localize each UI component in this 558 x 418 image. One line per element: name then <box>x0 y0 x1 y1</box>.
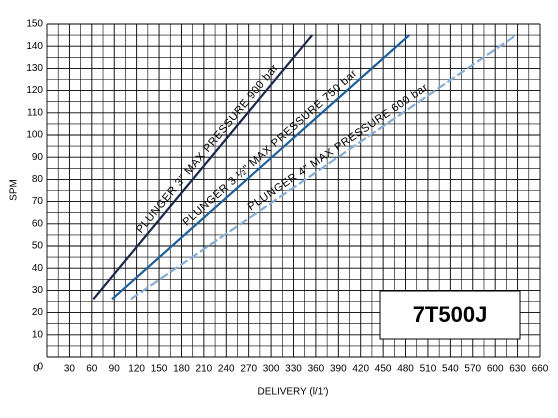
y-axis-label: SPM <box>9 179 20 201</box>
y-tick-label: 10 <box>32 329 44 340</box>
annotation-box <box>379 290 521 340</box>
y-tick-label: 120 <box>26 85 43 96</box>
x-tick-label: 600 <box>487 364 504 375</box>
x-tick-label: 300 <box>263 364 280 375</box>
x-tick-label: 270 <box>240 364 257 375</box>
y-tick-label: 140 <box>26 41 43 52</box>
x-tick-label: 120 <box>128 364 145 375</box>
y-tick-label: 70 <box>32 196 44 207</box>
x-tick-label: 450 <box>375 364 392 375</box>
x-tick-label: 330 <box>285 364 302 375</box>
y-tick-label: 150 <box>26 19 43 30</box>
x-tick-label: 60 <box>86 364 98 375</box>
y-tick-label: 100 <box>26 130 43 141</box>
y-tick-label: 110 <box>27 107 43 118</box>
series-line <box>111 34 411 301</box>
x-tick-label: 180 <box>173 364 190 375</box>
x-axis-label: DELIVERY (l/1') <box>257 387 328 398</box>
series-line <box>92 34 314 300</box>
y-tick-label: 40 <box>32 263 44 274</box>
x-tick-label: 570 <box>464 364 481 375</box>
y-tick-label: 30 <box>32 285 44 296</box>
x-tick-label: 30 <box>64 364 76 375</box>
x-tick-label: 240 <box>218 364 235 375</box>
y-tick-label: 80 <box>32 174 44 185</box>
y-tick-label: 0 <box>37 362 43 373</box>
x-tick-label: 510 <box>420 364 437 375</box>
x-tick-label: 540 <box>442 364 459 375</box>
y-tick-label: 60 <box>32 218 44 229</box>
x-tick-label: 150 <box>151 364 168 375</box>
x-tick-label: 0 <box>33 364 39 375</box>
x-tick-label: 630 <box>509 364 526 375</box>
annotation: 7T500J <box>413 302 488 327</box>
x-tick-label: 420 <box>352 364 369 375</box>
x-tick-label: 210 <box>196 364 213 375</box>
series-line <box>130 34 517 301</box>
x-tick-label: 660 <box>532 364 549 375</box>
x-tick-label: 390 <box>330 364 347 375</box>
y-tick-label: 90 <box>32 152 44 163</box>
y-tick-label: 130 <box>26 63 43 74</box>
x-tick-label: 360 <box>308 364 325 375</box>
x-tick-label: 90 <box>109 364 121 375</box>
x-tick-label: 480 <box>397 364 414 375</box>
y-tick-label: 20 <box>32 307 44 318</box>
y-tick-label: 50 <box>32 241 44 252</box>
